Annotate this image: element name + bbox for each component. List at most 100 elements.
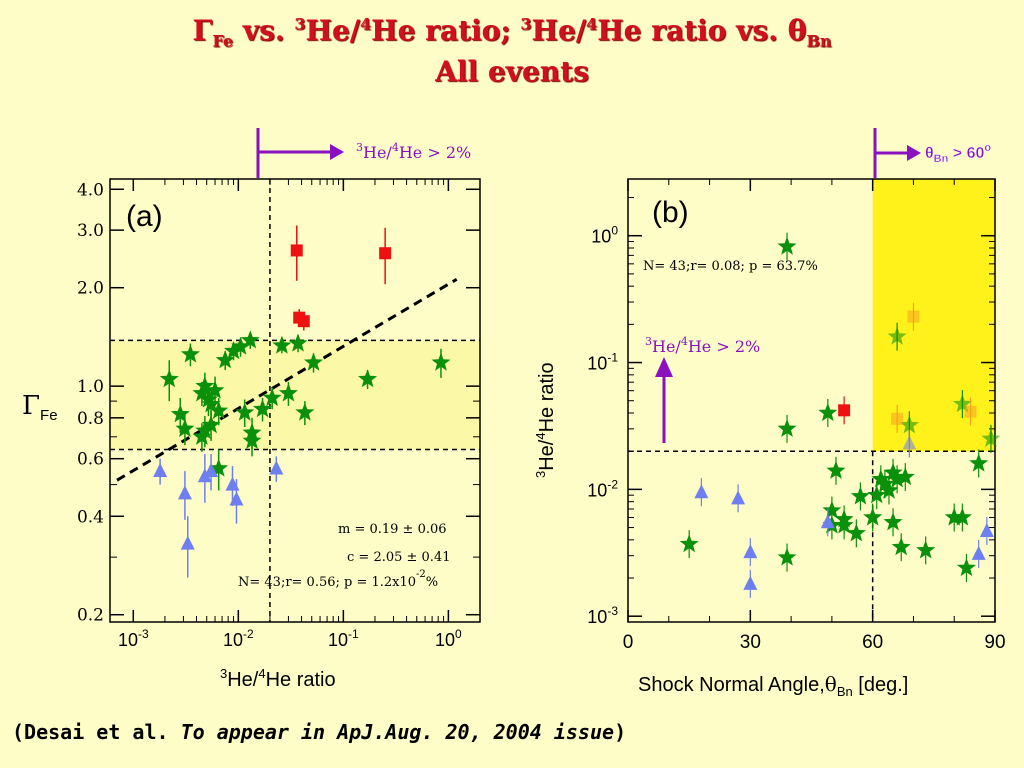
title-theta: θ: [787, 14, 807, 47]
citation: (Desai et al. To appear in ApJ.Aug. 20, …: [12, 720, 626, 744]
data-point-triangle: [225, 476, 240, 491]
panel-b-plot-layer: 0 30 60 90 10-3 10-2 10-1 100: [587, 178, 1006, 653]
data-point-star: [916, 540, 936, 559]
fit-intercept-annotation: c = 2.05 ± 0.41: [347, 550, 451, 565]
title-ratio-b: He ratio vs.: [597, 14, 788, 47]
title-gamma-sub: Fe: [212, 31, 234, 51]
panel-b: (b) θBn > 60o 3He/4He > 2% N= 43;r= 0.08…: [533, 128, 992, 699]
data-point-star: [180, 344, 200, 363]
data-point-star: [175, 418, 195, 437]
data-point-triangle: [743, 575, 758, 590]
data-point-star: [209, 458, 229, 477]
data-point-star: [887, 326, 907, 345]
data-point-star: [883, 462, 903, 481]
data-point-star: [850, 486, 870, 505]
data-point-star: [278, 383, 298, 402]
data-point-star: [899, 415, 919, 434]
panel-b-arrow-head: [907, 145, 921, 161]
data-point-triangle: [153, 463, 168, 478]
data-point-triangle: [820, 514, 835, 529]
x-tick-label: 0: [623, 632, 634, 653]
data-point-star: [875, 474, 895, 493]
data-point-square: [838, 404, 851, 417]
data-point-star: [969, 453, 989, 472]
y-tick-label: 0.4: [77, 507, 104, 527]
data-point-star: [846, 523, 866, 542]
data-point-triangle: [743, 544, 758, 559]
data-point-star: [887, 469, 907, 488]
panel-b-up-arrow-label: 3He/4He > 2%: [645, 335, 760, 356]
data-point-triangle: [971, 545, 986, 560]
data-point-triangle: [197, 468, 212, 483]
panel-a-arrow-head: [330, 144, 344, 160]
panel-b-ylabel: 3He/4He ratio: [533, 362, 558, 478]
data-point-square: [290, 244, 303, 257]
panel-a-label: (a): [126, 200, 163, 233]
data-point-star: [205, 380, 225, 399]
y-tick-label: 2.0: [77, 279, 104, 299]
data-point-star: [253, 399, 272, 418]
data-point-triangle: [269, 460, 284, 475]
data-point-triangle: [180, 535, 195, 550]
fit-slope-annotation: m = 0.19 ± 0.06: [338, 522, 447, 537]
slide-title-line2: All events: [435, 55, 589, 88]
data-point-star: [952, 507, 972, 526]
y-tick-label: 10-1: [587, 351, 618, 374]
data-point-star: [304, 352, 323, 371]
panel-a-ylabel: ΓFe: [22, 391, 58, 424]
panel-b-label: (b): [652, 196, 689, 229]
data-point-star: [240, 330, 260, 349]
title-vs1: vs.: [233, 14, 295, 47]
data-point-star: [262, 388, 282, 407]
data-point-star: [863, 507, 883, 526]
citation-part1: (Desai et al.: [12, 720, 181, 744]
fit-line: [116, 277, 458, 482]
data-point-star: [195, 420, 215, 439]
fit-stats-annotation: N= 43;r= 0.56; p = 1.2x10-2%: [238, 569, 438, 590]
data-point-star: [981, 428, 1001, 447]
data-point-star: [288, 333, 308, 352]
data-point-star: [777, 236, 797, 255]
data-point-star: [883, 512, 903, 531]
panel-a-xlabel: 3He/4He ratio: [220, 666, 336, 691]
title-gamma: Γ: [192, 14, 213, 47]
x-tick-label: 10-2: [223, 627, 254, 650]
data-point-star: [199, 389, 218, 408]
x-tick-label: 10-1: [328, 627, 359, 650]
data-point-star: [777, 547, 797, 566]
data-point-star: [944, 507, 964, 526]
x-tick-label: 10-3: [118, 627, 149, 650]
data-point-star: [295, 402, 315, 421]
data-point-triangle: [229, 491, 244, 506]
panel-b-xlabel: Shock Normal Angle,θBn [deg.]: [638, 672, 908, 699]
y-tick-label: 100: [591, 224, 618, 247]
data-point-star: [952, 394, 972, 413]
panel-a: (a) 3He/4He > 2% m = 0.19 ± 0.06 c = 2.0…: [22, 128, 481, 691]
panel-b-up-arrow-head: [655, 357, 673, 377]
data-point-star: [679, 534, 699, 553]
title-sup4a: 4: [360, 14, 372, 34]
data-point-triangle: [204, 463, 219, 478]
data-point-square: [907, 310, 920, 323]
y-tick-label: 4.0: [77, 180, 104, 200]
data-point-star: [871, 469, 891, 488]
data-point-star: [891, 537, 911, 556]
y-tick-label: 0.8: [77, 409, 104, 429]
title-he-a: He/: [305, 14, 361, 47]
title-he-b: He/: [531, 14, 587, 47]
x-tick-label: 60: [862, 632, 883, 653]
citation-journal: To appear in ApJ.Aug. 20, 2004 issue: [180, 720, 615, 744]
title-sup3a: 3: [294, 14, 306, 34]
title-ratio-a: He ratio;: [371, 14, 521, 47]
panel-b-stats-annotation: N= 43;r= 0.08; p = 63.7%: [643, 259, 818, 274]
data-point-star: [879, 480, 899, 499]
data-point-square: [891, 412, 904, 425]
panel-a-arrow-label: 3He/4He > 2%: [356, 141, 471, 162]
data-point-star: [215, 350, 235, 369]
data-point-star: [895, 467, 915, 486]
data-point-star: [272, 335, 292, 354]
data-point-star: [192, 383, 212, 402]
data-point-square: [379, 247, 392, 260]
data-point-star: [224, 341, 243, 360]
